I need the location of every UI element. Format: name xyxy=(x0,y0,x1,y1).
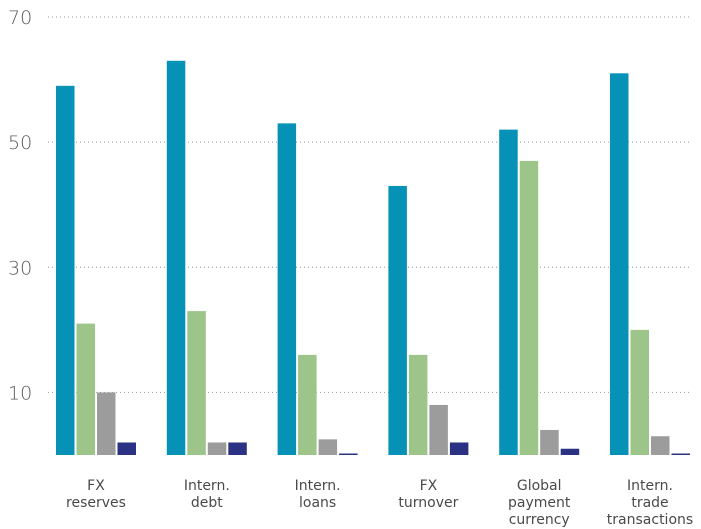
bar-series1-category4 xyxy=(388,185,407,455)
bar-series3-category1 xyxy=(97,392,116,455)
bar-series2-category1 xyxy=(76,323,95,455)
bar-series1-category3 xyxy=(277,123,297,455)
x-axis-category-labels: FXreservesIntern.debtIntern.loansFXturno… xyxy=(66,478,693,528)
bar-series2-category5 xyxy=(519,160,539,455)
x-category-label: debt xyxy=(191,495,223,511)
bar-series1-category5 xyxy=(499,129,518,455)
bar-series4-category1 xyxy=(117,442,136,455)
bar-series4-category6 xyxy=(671,453,690,455)
bar-series2-category4 xyxy=(408,354,428,455)
bar-series3-category4 xyxy=(429,404,448,455)
x-category-label: reserves xyxy=(66,495,126,511)
bar-series3-category3 xyxy=(318,439,338,455)
bar-series3-category2 xyxy=(207,442,227,455)
y-tick-label-10: 10 xyxy=(8,382,32,404)
y-axis-ticks: 10 30 50 70 xyxy=(8,7,32,404)
x-category-label: trade xyxy=(631,495,668,511)
bar-series2-category2 xyxy=(187,311,206,455)
x-category-label: Intern. xyxy=(295,478,341,494)
bar-series4-category5 xyxy=(560,448,580,455)
bar-series4-category3 xyxy=(339,453,358,455)
bar-series3-category6 xyxy=(651,436,670,455)
x-category-label: turnover xyxy=(398,495,458,511)
x-category-label: payment xyxy=(508,495,571,511)
bar-series2-category3 xyxy=(298,354,317,455)
bar-series1-category1 xyxy=(56,85,75,455)
y-tick-label-30: 30 xyxy=(8,257,32,279)
x-category-label: Global xyxy=(517,478,562,494)
bar-series3-category5 xyxy=(540,429,559,455)
bar-series1-category2 xyxy=(166,60,186,456)
bar-series4-category4 xyxy=(449,442,469,455)
x-category-label: transactions xyxy=(607,512,693,528)
bar-series1-category6 xyxy=(610,73,629,456)
bar-series2-category6 xyxy=(630,329,649,455)
x-category-label: FX xyxy=(420,478,438,494)
x-category-label: currency xyxy=(509,512,570,528)
gridlines xyxy=(48,16,690,393)
x-category-label: Intern. xyxy=(627,478,673,494)
x-category-label: FX xyxy=(87,478,105,494)
y-tick-label-70: 70 xyxy=(8,7,32,29)
x-category-label: loans xyxy=(299,495,336,511)
y-tick-label-50: 50 xyxy=(8,132,32,154)
x-category-label: Intern. xyxy=(184,478,230,494)
bars xyxy=(56,60,690,456)
bar-series4-category2 xyxy=(228,442,247,455)
